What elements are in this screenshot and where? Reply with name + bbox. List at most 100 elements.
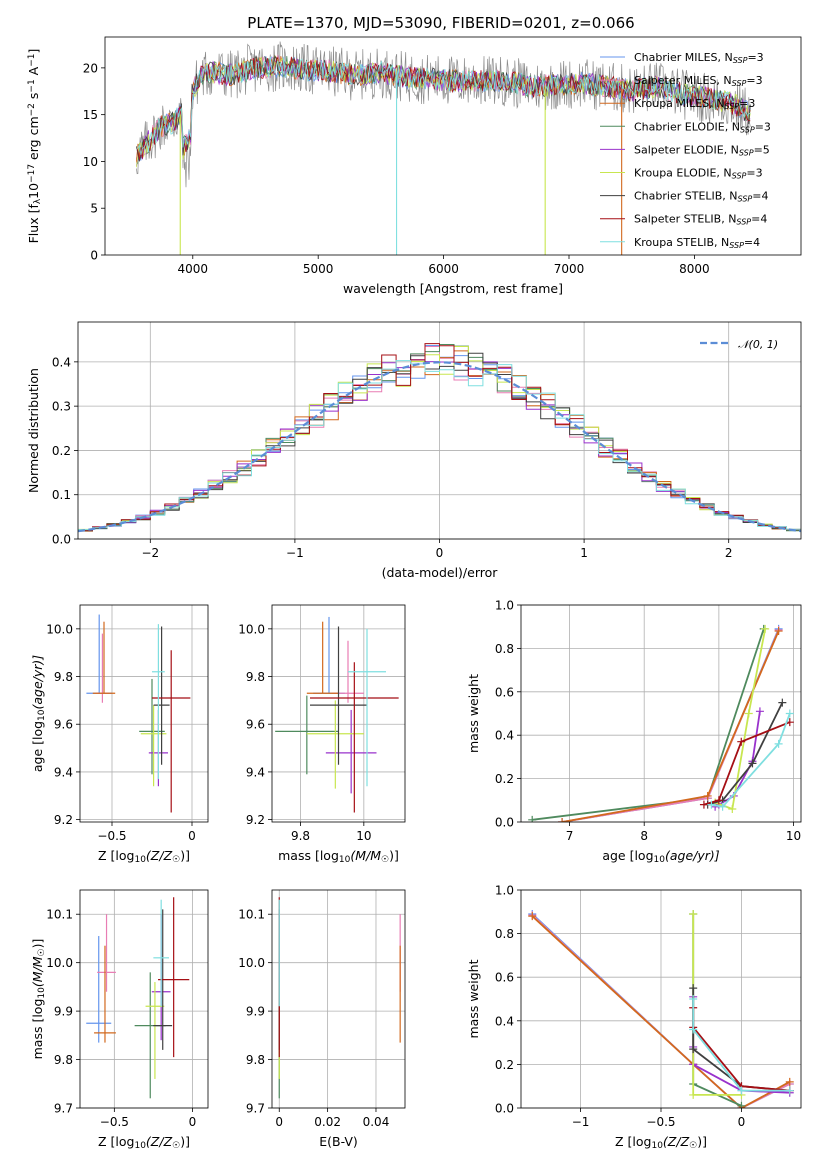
legend-text: Chabrier MILES, N — [634, 51, 733, 64]
y-tick-label: 9.7 — [246, 1102, 265, 1116]
legend-entry: Salpeter STELIB, NSSP=4 — [634, 213, 767, 227]
y-axis-label-part: age [log — [30, 721, 45, 772]
y-axis-label-part: ] — [26, 49, 41, 54]
y-axis-label: mass weight — [466, 674, 481, 753]
x-tick-label: 10 — [356, 829, 371, 843]
axes-frame — [520, 889, 802, 1109]
x-axis-label-part: mass [log — [278, 848, 339, 863]
weight-marker — [744, 709, 753, 718]
legend-entry: 𝒩(0, 1) — [738, 338, 778, 351]
y-axis-label-part: −17 — [27, 164, 37, 183]
y-axis-label-part: ☉ — [37, 948, 47, 956]
y-tick-label: 10.1 — [46, 908, 73, 922]
weight-marker — [703, 791, 712, 800]
plot-area — [86, 614, 191, 813]
model-spectrum-line — [136, 56, 751, 156]
x-axis-label-part: Z [log — [615, 1134, 651, 1149]
mass-vs-ebv-axes: 0 0.02 0.04 9.7 9.8 9.9 10.0 10.1 E(B-V) — [238, 889, 406, 1149]
y-tick-label: 10 — [83, 155, 98, 169]
y-tick-label: 5 — [90, 202, 98, 216]
y-tick-label: 20 — [83, 61, 98, 75]
plot-area — [528, 909, 794, 1108]
legend-subscript: SSP — [732, 172, 747, 181]
legend-subscript: SSP — [724, 102, 739, 111]
normal-curve-line — [78, 361, 801, 533]
y-tick-label: 9.8 — [54, 1053, 73, 1067]
x-tick-label: 5000 — [303, 262, 334, 276]
weight-series-line — [707, 702, 784, 806]
y-tick-label: 0.2 — [495, 772, 514, 786]
y-tick-label: 9.6 — [54, 718, 73, 732]
axes-frame — [104, 36, 802, 256]
legend-subscript: SSP — [732, 79, 747, 88]
histogram-series — [78, 352, 801, 532]
y-tick-label: 0.2 — [495, 1058, 514, 1072]
plot-area — [278, 897, 401, 1099]
weight-marker — [774, 627, 783, 636]
weight-marker — [748, 759, 757, 768]
x-tick-label: 1 — [580, 546, 588, 560]
x-tick-label: −1 — [286, 546, 304, 560]
x-axis-label-part: (Z/Z — [146, 848, 173, 863]
y-axis-label: Flux [fλ10−17 erg cm−2 s−1 A−1] — [26, 49, 43, 244]
x-axis-label: age [log10(age/yr)] — [602, 848, 719, 865]
weight-marker — [689, 909, 698, 918]
weight-series-line — [711, 713, 791, 808]
x-tick-label: −0.5 — [646, 1115, 675, 1129]
y-tick-label: 0.8 — [495, 642, 514, 656]
y-tick-label: 9.4 — [246, 765, 265, 779]
x-tick-label: 9.8 — [291, 829, 310, 843]
weight-marker — [689, 984, 698, 993]
y-tick-label: 9.9 — [54, 1005, 73, 1019]
y-tick-label: 1.0 — [495, 884, 514, 898]
x-tick-label: −0.5 — [97, 829, 126, 843]
weight-series-line — [703, 721, 791, 806]
weight-marker — [774, 739, 783, 748]
x-tick-label: 6000 — [428, 262, 459, 276]
legend-entry: Kroupa STELIB, NSSP=4 — [634, 236, 760, 250]
legend-text: Chabrier ELODIE, N — [634, 120, 740, 133]
y-tick-label: 0.4 — [495, 729, 514, 743]
x-axis-label-part: (age/yr)] — [665, 848, 720, 863]
x-tick-label: 10 — [786, 829, 801, 843]
weight-marker — [699, 800, 708, 809]
x-tick-label: 8000 — [679, 262, 710, 276]
x-axis-label-part: (Z/Z — [146, 1134, 173, 1149]
legend-text: Kroupa ELODIE, N — [634, 167, 732, 180]
y-axis-label-part: −1 — [27, 54, 37, 67]
weight-marker — [689, 1045, 698, 1054]
y-axis-label-part: Flux [f — [26, 204, 41, 244]
x-axis-label-part: )] — [389, 848, 399, 863]
y-tick-label: 0.0 — [52, 533, 71, 547]
legend-text: Kroupa STELIB, N — [634, 236, 729, 249]
legend-suffix: =3 — [739, 97, 755, 110]
weight-marker — [728, 804, 737, 813]
y-tick-label: 9.6 — [246, 718, 265, 732]
plot-area — [275, 616, 399, 813]
legend-suffix: =4 — [752, 190, 768, 203]
y-tick-label: 0.6 — [495, 685, 514, 699]
y-axis-label-part: 10 — [37, 709, 47, 721]
x-axis-label-part: ☉ — [381, 855, 389, 865]
plot-area — [136, 41, 751, 255]
y-axis-label-part: (age/yr)] — [30, 655, 45, 710]
legend-text: Salpeter ELODIE, N — [634, 143, 739, 156]
x-tick-label: 7 — [566, 829, 574, 843]
legend-subscript: SSP — [736, 218, 751, 227]
x-tick-label: −2 — [141, 546, 159, 560]
legend-suffix: =3 — [746, 74, 762, 87]
residuals-legend: 𝒩(0, 1) — [700, 338, 778, 351]
legend-suffix: =3 — [747, 51, 763, 64]
x-axis-label-part: 10 — [134, 1141, 146, 1151]
axes-frame — [271, 889, 406, 1109]
x-axis-label: mass [log10(M/M☉)] — [278, 848, 399, 865]
x-tick-label: 0 — [436, 546, 444, 560]
y-tick-label: 0.0 — [495, 816, 514, 830]
y-tick-label: 0.4 — [52, 355, 71, 369]
y-tick-label: 10.0 — [238, 956, 265, 970]
x-axis-label-part: 10 — [339, 855, 351, 865]
axes-frame — [520, 604, 802, 823]
legend-suffix: =4 — [751, 213, 767, 226]
